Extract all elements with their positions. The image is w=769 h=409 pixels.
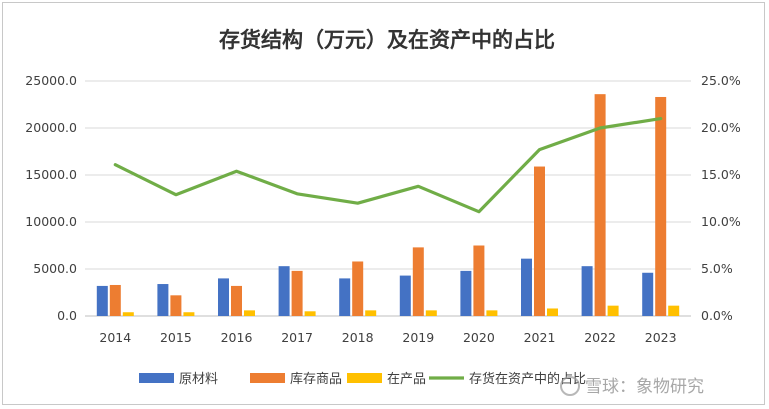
x-tick-label: 2016 (221, 330, 253, 345)
legend-swatch (347, 373, 382, 383)
watermark: 雪球：象物研究 (560, 376, 704, 397)
left-tick-label: 5000.0 (33, 261, 77, 276)
left-axis-ticks: 0.0 5000.0 10000.0 15000.0 20000.0 25000.0 (25, 73, 77, 323)
bar-3 (304, 311, 316, 316)
bar-2 (534, 166, 545, 316)
bar-1 (278, 266, 290, 316)
legend-label: 存货在资产中的占比 (469, 371, 586, 387)
bar-3 (668, 305, 680, 316)
left-tick-label: 0.0 (57, 308, 77, 323)
chart-svg: 存货结构（万元）及在资产中的占比 0.0 5000.0 10000.0 15000.0… (25, 27, 741, 397)
left-tick-label: 15000.0 (25, 167, 77, 182)
bar-3 (244, 310, 255, 316)
bar-2 (412, 247, 424, 316)
bar-2 (594, 94, 606, 316)
right-tick-label: 20.0% (701, 120, 741, 135)
x-tick-label: 2022 (584, 330, 616, 345)
left-tick-label: 25000.0 (25, 73, 77, 88)
bar-3 (183, 312, 195, 316)
bar-1 (96, 285, 108, 316)
right-tick-label: 10.0% (701, 214, 741, 229)
legend-swatch (250, 373, 285, 383)
chart-title: 存货结构（万元）及在资产中的占比 (219, 27, 555, 52)
bar-3 (425, 310, 437, 316)
legend-label: 原材料 (179, 372, 218, 387)
left-tick-label: 20000.0 (25, 120, 77, 135)
x-tick-label: 2021 (524, 330, 556, 345)
x-tick-label: 2015 (160, 330, 192, 345)
bar-3 (122, 312, 134, 316)
bar-2 (655, 96, 667, 316)
x-axis-ticks: 2014 2015 2016 2017 2018 2019 2020 2021 2022 2023 (99, 330, 676, 345)
bar-1 (642, 272, 654, 316)
watermark-text: 雪球：象物研究 (585, 377, 704, 397)
bars (96, 94, 680, 316)
bar-1 (218, 278, 229, 316)
bar-3 (607, 305, 619, 316)
right-tick-label: 5.0% (701, 261, 733, 276)
x-tick-label: 2014 (99, 330, 131, 345)
bar-1 (460, 270, 472, 316)
ratio-series-line (113, 116, 663, 214)
x-tick-label: 2020 (463, 330, 495, 345)
right-axis-ticks: 0.0% 5.0% 10.0% 15.0% 20.0% 25.0% (701, 73, 741, 323)
bar-3 (486, 310, 498, 316)
bar-1 (581, 266, 593, 316)
x-tick-label: 2017 (281, 330, 313, 345)
bar-1 (521, 258, 532, 316)
bar-1 (157, 284, 169, 316)
bar-2 (109, 284, 121, 316)
bar-3 (547, 308, 558, 316)
bar-2 (231, 285, 242, 316)
bar-2 (352, 261, 364, 316)
legend-label: 库存商品 (290, 371, 342, 387)
x-tick-label: 2019 (402, 330, 434, 345)
right-tick-label: 0.0% (701, 308, 733, 323)
bar-1 (339, 278, 351, 316)
x-tick-label: 2018 (342, 330, 374, 345)
bar-2 (473, 245, 485, 316)
bar-2 (291, 270, 303, 316)
legend-swatch (139, 373, 174, 383)
legend: 原材料 库存商品 在产品 存货在资产中的占比 (139, 371, 586, 387)
ratio-line (113, 116, 663, 214)
bar-1 (399, 275, 411, 316)
left-tick-label: 10000.0 (25, 214, 77, 229)
x-tick-label: 2023 (645, 330, 677, 345)
right-tick-label: 15.0% (701, 167, 741, 182)
bar-2 (170, 295, 182, 316)
legend-label: 在产品 (387, 372, 426, 387)
bar-3 (365, 310, 377, 316)
right-tick-label: 25.0% (701, 73, 741, 88)
watermark-logo-icon (560, 376, 580, 396)
chart-frame: 存货结构（万元）及在资产中的占比 0.0 5000.0 10000.0 15000.0… (2, 2, 765, 405)
